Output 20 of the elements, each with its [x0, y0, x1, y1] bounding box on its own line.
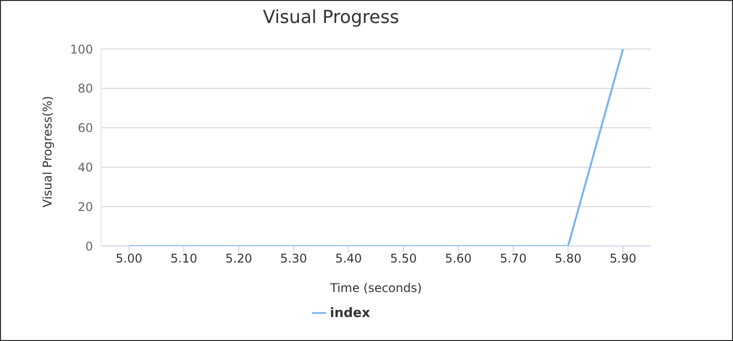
x-tick-label: 5.20 [225, 252, 252, 266]
y-axis-title: Visual Progress(%) [40, 96, 54, 208]
y-tick-label: 0 [85, 239, 93, 254]
x-axis-title: Time (seconds) [329, 281, 422, 295]
legend-label: index [330, 306, 370, 321]
x-tick-label: 5.10 [170, 252, 198, 266]
y-tick-label: 20 [78, 200, 93, 214]
x-tick-label: 5.80 [554, 252, 582, 266]
y-tick-label: 40 [78, 160, 93, 174]
x-tick-label: 5.50 [390, 252, 417, 266]
x-tick-label: 5.90 [610, 252, 636, 266]
chart-title: Visual Progress [262, 7, 400, 28]
x-tick-label: 5.40 [335, 252, 362, 266]
x-tick-label: 5.60 [444, 252, 472, 266]
x-tick-label: 5.00 [116, 252, 142, 266]
y-tick-label: 60 [78, 121, 93, 136]
x-tick-label: 5.30 [280, 252, 308, 266]
y-tick-label: 80 [78, 82, 93, 96]
x-tick-label: 5.70 [500, 252, 527, 266]
y-tick-label: 100 [70, 42, 93, 56]
